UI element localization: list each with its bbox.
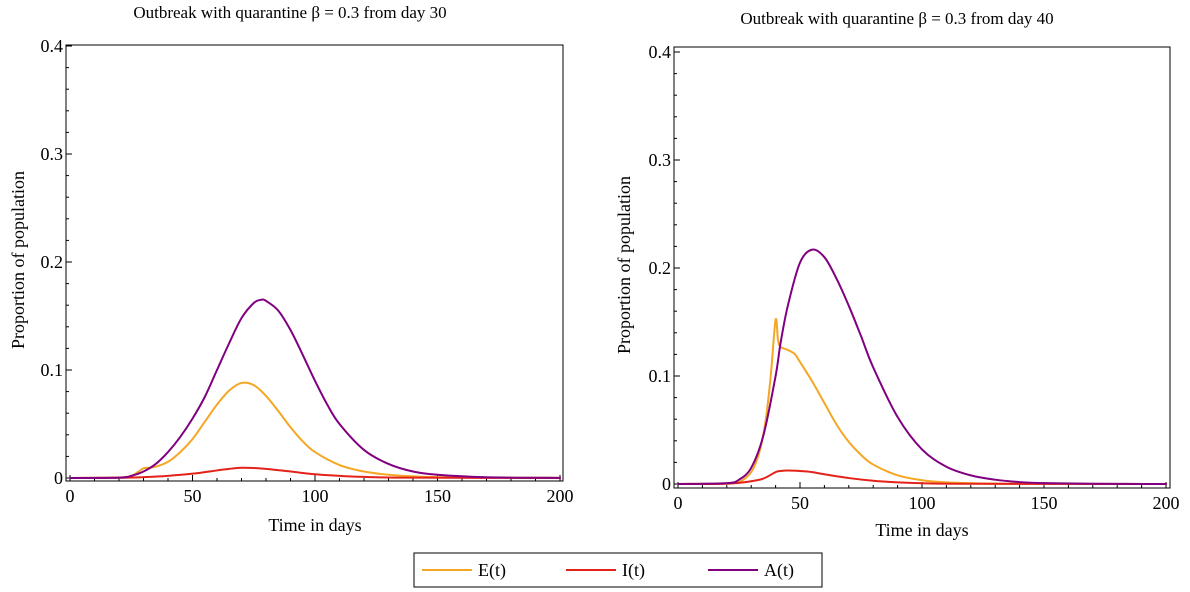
plot-frame <box>65 44 564 482</box>
series-group <box>69 298 561 479</box>
y-tick-label: 0.4 <box>649 42 672 62</box>
x-tick-label: 0 <box>674 493 683 513</box>
x-tick-label: 50 <box>791 493 809 513</box>
legend-label-i: I(t) <box>622 560 645 581</box>
chart-title: Outbreak with quarantine β = 0.3 from da… <box>740 9 1053 28</box>
x-axis-label: Time in days <box>875 520 968 540</box>
x-tick-label: 50 <box>184 486 202 506</box>
x-tick-label: 150 <box>1031 493 1058 513</box>
x-tick-label: 0 <box>66 486 75 506</box>
x-tick-label: 200 <box>1153 493 1180 513</box>
y-tick-label: 0.3 <box>41 144 64 164</box>
axis-ticks: 0 50 100 150 200 0 0.1 0.2 0.3 0.4 <box>649 42 1180 513</box>
y-tick-label: 0.4 <box>41 36 64 56</box>
x-tick-label: 150 <box>424 486 451 506</box>
y-axis-label: Proportion of population <box>8 171 28 349</box>
series-line-i <box>677 469 1167 486</box>
x-tick-label: 100 <box>302 486 329 506</box>
legend-label-e: E(t) <box>478 560 506 581</box>
series-line-a <box>69 298 561 479</box>
series-line-e <box>677 317 1167 485</box>
series-group <box>677 248 1167 486</box>
x-tick-label: 200 <box>547 486 574 506</box>
legend-label-a: A(t) <box>764 560 794 581</box>
y-tick-label: 0.2 <box>649 258 672 278</box>
series-line-a <box>677 248 1167 485</box>
plot-frame <box>673 46 1171 489</box>
legend-box <box>413 552 823 588</box>
chart-panel-day30: Outbreak with quarantine β = 0.3 from da… <box>8 3 574 535</box>
series-line-e <box>69 381 561 479</box>
y-tick-label: 0.1 <box>41 360 64 380</box>
chart-title: Outbreak with quarantine β = 0.3 from da… <box>133 3 446 22</box>
chart-panel-day40: Outbreak with quarantine β = 0.3 from da… <box>614 9 1180 540</box>
x-tick-label: 100 <box>909 493 936 513</box>
series-line-i <box>69 466 561 479</box>
legend: E(t) I(t) A(t) <box>413 552 823 588</box>
y-tick-label: 0 <box>54 468 63 488</box>
y-tick-label: 0.2 <box>41 252 64 272</box>
y-axis-label: Proportion of population <box>614 176 634 354</box>
y-tick-label: 0.1 <box>649 366 672 386</box>
x-axis-label: Time in days <box>268 515 361 535</box>
y-tick-label: 0.3 <box>649 150 672 170</box>
y-tick-label: 0 <box>662 474 671 494</box>
axis-ticks: 0 50 100 150 200 0 0.1 0.2 0.3 0.4 <box>41 36 574 506</box>
